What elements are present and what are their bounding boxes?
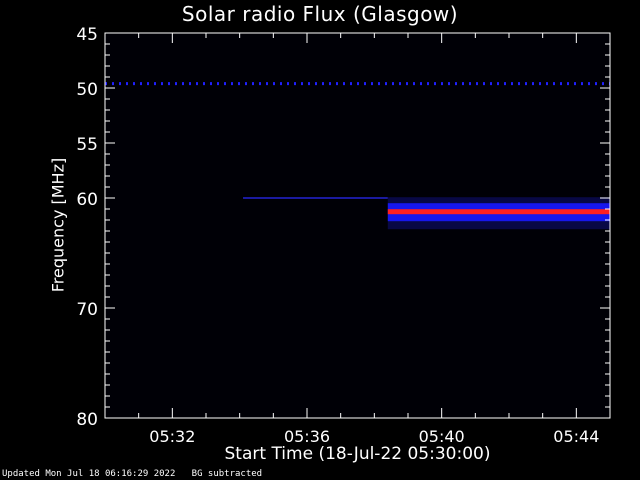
chart-title: Solar radio Flux (Glasgow) bbox=[181, 2, 459, 26]
x-tick-label: 05:36 bbox=[284, 427, 330, 446]
footer: Updated Mon Jul 18 06:16:29 2022 BG subt… bbox=[2, 469, 262, 479]
y-tick-label: 55 bbox=[76, 135, 98, 155]
spectrogram-features bbox=[105, 82, 610, 230]
x-tick-label: 05:40 bbox=[419, 427, 465, 446]
updated-timestamp: Updated Mon Jul 18 06:16:29 2022 bbox=[2, 469, 176, 479]
axis-ticks: 45 50 55 60 70 80 05:32 05:36 05:40 05:44 bbox=[76, 25, 610, 446]
y-axis-label: Frequency [MHz] bbox=[48, 157, 68, 293]
y-tick-label: 45 bbox=[76, 25, 98, 45]
x-axis-label: Start Time (18-Jul-22 05:30:00) bbox=[224, 444, 491, 464]
plot-frame bbox=[104, 32, 611, 419]
y-tick-label: 50 bbox=[76, 80, 98, 100]
y-tick-label: 80 bbox=[76, 410, 98, 430]
y-tick-label: 70 bbox=[76, 300, 98, 320]
y-tick-label: 60 bbox=[76, 190, 98, 210]
x-tick-label: 05:44 bbox=[553, 427, 599, 446]
bg-note: BG subtracted bbox=[191, 469, 263, 479]
x-tick-label: 05:32 bbox=[149, 427, 195, 446]
emission-band-core bbox=[387, 209, 610, 215]
